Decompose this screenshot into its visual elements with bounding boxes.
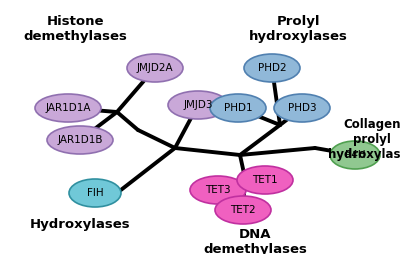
- Text: Hydroxylases: Hydroxylases: [30, 218, 130, 231]
- Text: JMJD2A: JMJD2A: [137, 63, 173, 73]
- Ellipse shape: [215, 196, 271, 224]
- Text: Prolyl
hydroxylases: Prolyl hydroxylases: [248, 15, 348, 43]
- Ellipse shape: [69, 179, 121, 207]
- Text: FIH: FIH: [87, 188, 103, 198]
- Ellipse shape: [190, 176, 246, 204]
- Ellipse shape: [274, 94, 330, 122]
- Text: PHD1: PHD1: [224, 103, 252, 113]
- Text: JMJD3: JMJD3: [183, 100, 213, 110]
- Text: TET1: TET1: [252, 175, 278, 185]
- Text: TET2: TET2: [230, 205, 256, 215]
- Ellipse shape: [244, 54, 300, 82]
- Text: P4H: P4H: [345, 150, 365, 160]
- Text: Histone
demethylases: Histone demethylases: [23, 15, 127, 43]
- Ellipse shape: [127, 54, 183, 82]
- Text: DNA
demethylases: DNA demethylases: [203, 228, 307, 254]
- Ellipse shape: [47, 126, 113, 154]
- Text: TET3: TET3: [205, 185, 231, 195]
- Text: JAR1D1B: JAR1D1B: [57, 135, 103, 145]
- Ellipse shape: [35, 94, 101, 122]
- Ellipse shape: [168, 91, 228, 119]
- Text: JAR1D1A: JAR1D1A: [45, 103, 91, 113]
- Ellipse shape: [237, 166, 293, 194]
- Ellipse shape: [210, 94, 266, 122]
- Text: Collagen
prolyl
hydroxylases: Collagen prolyl hydroxylases: [328, 118, 400, 161]
- Text: PHD2: PHD2: [258, 63, 286, 73]
- Ellipse shape: [330, 141, 380, 169]
- Text: PHD3: PHD3: [288, 103, 316, 113]
